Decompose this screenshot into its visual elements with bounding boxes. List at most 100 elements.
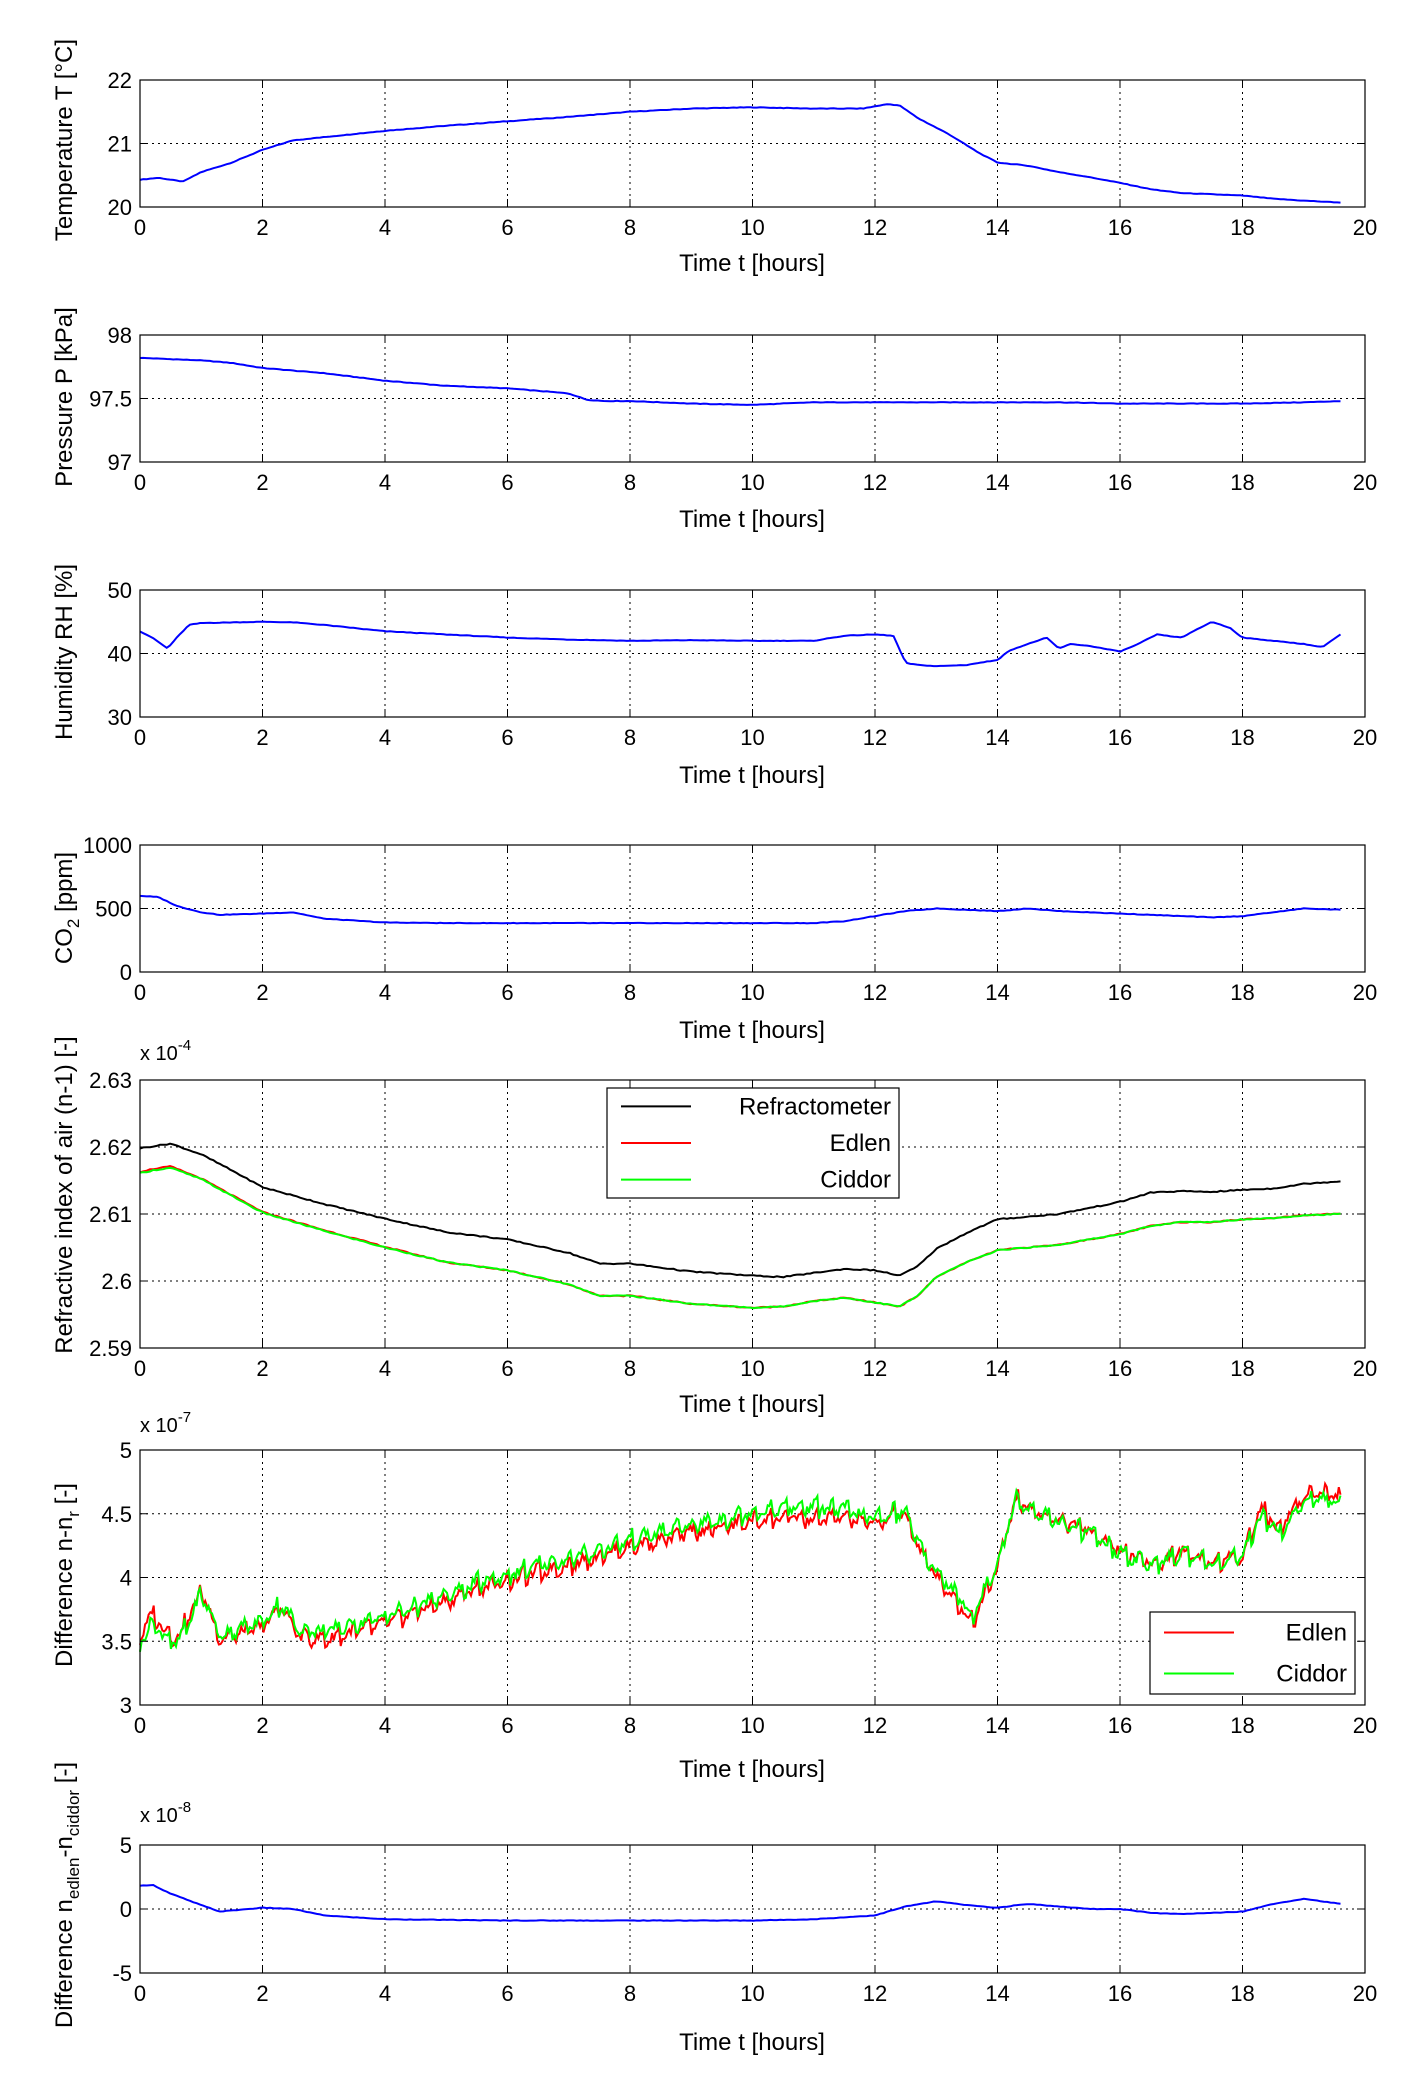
- y-tick-label: 2.63: [89, 1068, 132, 1093]
- series-line-temperature: [139, 103, 1341, 204]
- x-tick-label: 8: [624, 215, 636, 240]
- y-tick-label: 5: [120, 1833, 132, 1858]
- exponent-power-difference-edlen-ciddor: -8: [178, 1799, 191, 1816]
- y-tick-label: 21: [108, 132, 132, 157]
- exponent-difference-edlen-ciddor: x 10-8: [140, 1799, 191, 1827]
- series-line-difference: [139, 1883, 1341, 1922]
- x-tick-label: 18: [1230, 470, 1254, 495]
- xlabel-difference-nr: Time t [hours]: [679, 1756, 825, 1783]
- y-tick-label: 2.62: [89, 1135, 132, 1160]
- series-line-pressure: [139, 356, 1341, 406]
- x-tick-label: 2: [256, 1713, 268, 1738]
- x-tick-label: 18: [1230, 215, 1254, 240]
- y-tick-label: 4.5: [101, 1502, 132, 1527]
- ylabel-temperature: Temperature T [°C]: [51, 39, 78, 241]
- x-tick-label: 16: [1108, 980, 1132, 1005]
- y-tick-label: 3.5: [101, 1629, 132, 1654]
- series-line-ciddor: [139, 1166, 1341, 1310]
- y-tick-label: 20: [108, 195, 132, 220]
- y-tick-label: 50: [108, 578, 132, 603]
- y-tick-label: 2.6: [101, 1269, 132, 1294]
- x-tick-label: 0: [134, 1713, 146, 1738]
- x-tick-label: 2: [256, 1981, 268, 2006]
- x-tick-label: 20: [1353, 725, 1377, 750]
- x-tick-label: 10: [740, 1981, 764, 2006]
- panel-humidity: Humidity RH [%] Time t [hours]: [51, 564, 825, 789]
- y-tick-label: 500: [95, 897, 132, 922]
- y-tick-label: -5: [112, 1961, 132, 1986]
- x-tick-label: 16: [1108, 1356, 1132, 1381]
- legend-label-edlen: Edlen: [830, 1130, 891, 1157]
- xlabel-humidity: Time t [hours]: [679, 762, 825, 789]
- y-tick-label: 22: [108, 68, 132, 93]
- x-tick-label: 6: [501, 725, 513, 750]
- xlabel-difference-edlen-ciddor: Time t [hours]: [679, 2029, 825, 2056]
- x-tick-label: 18: [1230, 1981, 1254, 2006]
- x-tick-label: 10: [740, 215, 764, 240]
- x-tick-label: 10: [740, 1356, 764, 1381]
- x-tick-label: 16: [1108, 725, 1132, 750]
- x-tick-label: 10: [740, 725, 764, 750]
- axes-difference-edlen-ciddor: 0 2 4 6 8 10 12 14 16 18 20-505: [112, 1833, 1377, 2006]
- legend-label-ciddor: Ciddor: [820, 1167, 891, 1194]
- legend-label-edlen: Edlen: [1286, 1620, 1347, 1647]
- x-tick-label: 8: [624, 470, 636, 495]
- x-tick-label: 18: [1230, 1713, 1254, 1738]
- x-tick-label: 4: [379, 725, 391, 750]
- legend-box: [1149, 1611, 1356, 1695]
- ylabel-co2: CO2 [ppm]: [51, 852, 83, 964]
- x-tick-label: 12: [863, 725, 887, 750]
- y-tick-label: 5: [120, 1438, 132, 1463]
- axes-pressure: 0 2 4 6 8 10 12 14 16 18 20 97 97.5 98: [89, 323, 1377, 495]
- y-tick-label: 97.5: [89, 387, 132, 412]
- x-tick-label: 12: [863, 1356, 887, 1381]
- axes-difference-nr: 0 2 4 6 8 10 12 14 16 18 20 3 3.5 4 4.5 5 Edlen Ciddor: [101, 1438, 1377, 1738]
- xlabel-co2: Time t [hours]: [679, 1017, 825, 1044]
- series-line-ciddor: [139, 1487, 1342, 1652]
- xlabel-pressure: Time t [hours]: [679, 506, 825, 533]
- y-tick-label: 0: [120, 1897, 132, 1922]
- x-tick-label: 18: [1230, 725, 1254, 750]
- x-tick-label: 14: [985, 1981, 1009, 2006]
- ylabel-pressure: Pressure P [kPa]: [51, 307, 78, 487]
- x-tick-label: 4: [379, 1356, 391, 1381]
- x-tick-label: 2: [256, 980, 268, 1005]
- series-line-refractometer: [139, 1142, 1341, 1279]
- x-tick-label: 10: [740, 1713, 764, 1738]
- x-tick-label: 4: [379, 470, 391, 495]
- y-tick-label: 2.59: [89, 1336, 132, 1361]
- y-tick-label: 98: [108, 323, 132, 348]
- x-tick-label: 8: [624, 725, 636, 750]
- x-tick-label: 12: [863, 980, 887, 1005]
- x-tick-label: 14: [985, 725, 1009, 750]
- x-tick-label: 0: [134, 1981, 146, 2006]
- x-tick-label: 14: [985, 470, 1009, 495]
- x-tick-label: 20: [1353, 215, 1377, 240]
- panel-temperature: Temperature T [°C] Time t [hours]: [51, 39, 825, 277]
- panel-difference-edlen-ciddor: Difference nedlen-nciddor [-] Time t [ho…: [51, 1762, 825, 2056]
- y-tick-label: 3: [120, 1693, 132, 1718]
- series-line-humidity: [139, 620, 1342, 668]
- ylabel-refractive-index: Refractive index of air (n-1) [-]: [51, 1036, 78, 1353]
- exponent-difference-nr: x 10-7: [140, 1409, 191, 1437]
- x-tick-label: 20: [1353, 1356, 1377, 1381]
- x-tick-label: 20: [1353, 1981, 1377, 2006]
- x-tick-label: 16: [1108, 470, 1132, 495]
- legend-label-refractometer: Refractometer: [739, 1093, 891, 1120]
- x-tick-label: 20: [1353, 470, 1377, 495]
- x-tick-label: 6: [501, 1981, 513, 2006]
- axes-humidity: 0 2 4 6 8 10 12 14 16 18 20 30 40 50: [108, 578, 1378, 750]
- y-tick-label: 4: [120, 1566, 132, 1591]
- x-tick-label: 6: [501, 980, 513, 1005]
- x-tick-label: 18: [1230, 1356, 1254, 1381]
- y-tick-label: 40: [108, 642, 132, 667]
- x-tick-label: 0: [134, 215, 146, 240]
- x-tick-label: 12: [863, 1713, 887, 1738]
- x-tick-label: 6: [501, 470, 513, 495]
- x-tick-label: 8: [624, 1981, 636, 2006]
- x-tick-label: 16: [1108, 1981, 1132, 2006]
- y-tick-label: 1000: [83, 833, 132, 858]
- x-tick-label: 10: [740, 470, 764, 495]
- x-tick-label: 14: [985, 1713, 1009, 1738]
